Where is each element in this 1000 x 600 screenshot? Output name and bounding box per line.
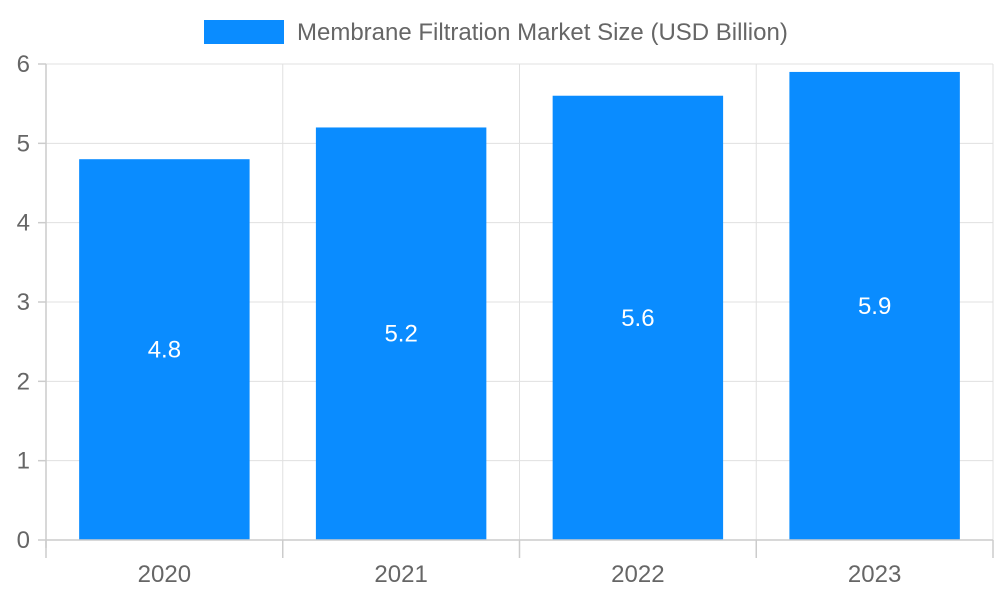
y-axis-ticks: 0 1 2 3 4 5 6: [17, 51, 46, 554]
y-tick-label: 0: [17, 527, 30, 554]
y-tick-label: 4: [17, 210, 30, 237]
y-tick-label: 1: [17, 448, 30, 475]
bars: [79, 71, 960, 540]
x-axis-ticks: 2020 2021 2022 2023: [45, 540, 994, 588]
y-tick-label: 5: [17, 130, 30, 157]
bar-value-label: 5.9: [858, 293, 891, 320]
bar-value-labels: 4.8 5.2 5.6 5.9: [148, 293, 892, 364]
bar-2023: [789, 71, 960, 540]
x-tick-label: 2022: [611, 561, 664, 588]
x-tick-label: 2021: [374, 561, 427, 588]
bar-2020: [79, 159, 250, 540]
legend: Membrane Filtration Market Size (USD Bil…: [204, 19, 788, 46]
bar-value-label: 5.6: [621, 305, 654, 332]
x-tick-label: 2023: [848, 561, 901, 588]
y-tick-label: 3: [17, 289, 30, 316]
y-tick-label: 2: [17, 368, 30, 395]
bar-value-label: 4.8: [148, 337, 181, 364]
legend-swatch: [204, 20, 284, 44]
bar-2021: [315, 127, 487, 540]
y-tick-label: 6: [17, 51, 30, 78]
legend-label: Membrane Filtration Market Size (USD Bil…: [297, 19, 788, 46]
x-tick-label: 2020: [138, 561, 191, 588]
bar-value-label: 5.2: [384, 321, 417, 348]
bar-2022: [552, 95, 724, 540]
